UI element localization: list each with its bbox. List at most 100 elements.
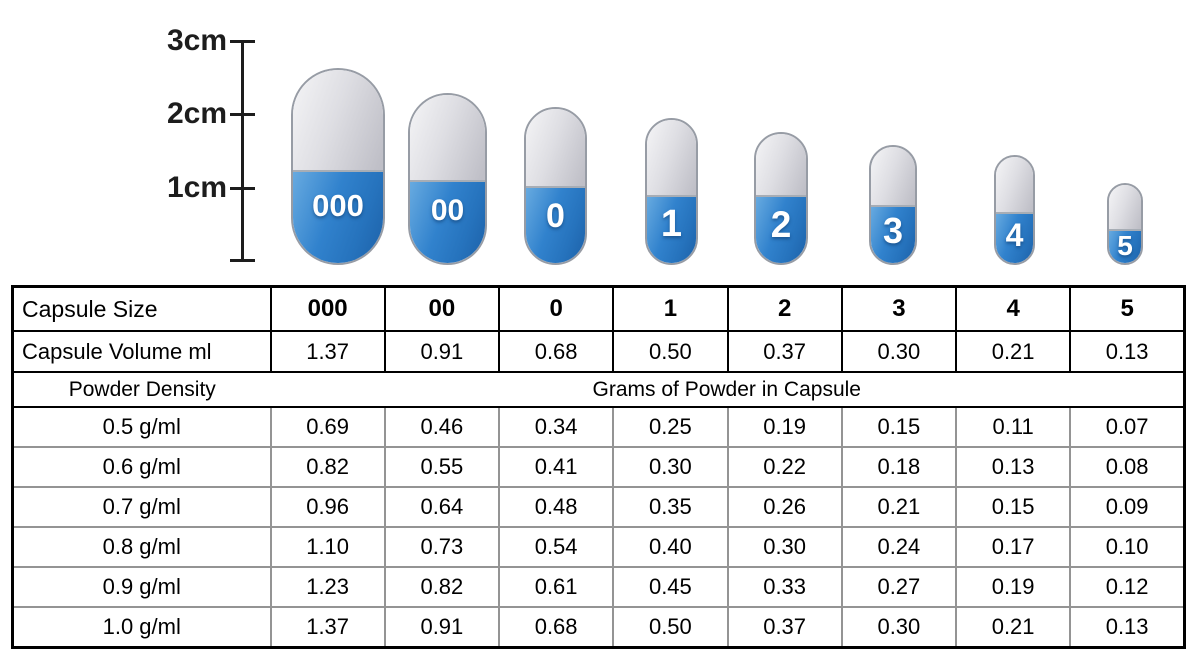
grams-value-cell: 0.15 [954, 486, 1072, 528]
ruler-tick-bottom [230, 259, 255, 262]
density-row-0-9: 0.9 g/ml 1.23 0.82 0.61 0.45 0.33 0.27 0… [11, 566, 1186, 608]
capsule-size-label: 2 [770, 204, 792, 246]
capsule-cap [410, 95, 485, 183]
capsule-cap [756, 134, 806, 198]
capsule-4: 4 [994, 155, 1035, 265]
grams-value-cell: 1.10 [269, 526, 386, 568]
capsule-size-label: 1 [660, 203, 683, 246]
grams-value-cell: 0.30 [612, 446, 729, 488]
grams-value-cell: 0.46 [383, 406, 501, 448]
capsule-size-row: Capsule Size 000 00 0 1 2 3 4 5 [11, 285, 1186, 332]
capsule-size-label: 3 [882, 210, 904, 252]
grams-value-cell: 0.30 [726, 526, 843, 568]
capsule-data-table: Capsule Size 000 00 0 1 2 3 4 5 Capsule … [11, 285, 1186, 649]
capsule-1: 1 [645, 118, 698, 265]
grams-value-cell: 0.48 [497, 486, 615, 528]
density-label-cell: 0.7 g/ml [11, 486, 272, 528]
capsule-body: 2 [756, 197, 806, 263]
capsule-0: 0 [524, 107, 587, 265]
capsule-cap [996, 157, 1033, 215]
powder-density-label: Powder Density [12, 371, 271, 408]
grams-value-cell: 0.64 [383, 486, 501, 528]
grams-value-cell: 0.33 [726, 566, 843, 608]
capsule-volume-value: 0.68 [497, 330, 615, 373]
density-label-cell: 0.6 g/ml [11, 446, 272, 488]
grams-value-cell: 0.69 [269, 406, 386, 448]
capsule-5: 5 [1107, 183, 1143, 265]
grams-value-cell: 0.37 [726, 606, 843, 649]
density-label-cell: 1.0 g/ml [11, 606, 272, 649]
capsule-size-value: 5 [1069, 285, 1186, 332]
capsule-size-value: 1 [612, 285, 729, 332]
capsule-body: 00 [410, 182, 485, 263]
capsule-volume-header-cell: Capsule Volume ml [11, 330, 272, 373]
capsule-2: 2 [754, 132, 808, 265]
capsule-size-value: 00 [383, 285, 501, 332]
capsule-diagram: 3cm 2cm 1cm 000 00 0 1 [0, 0, 1200, 285]
grams-value-cell: 0.30 [840, 606, 958, 649]
capsule-000: 000 [291, 68, 385, 265]
grams-value-cell: 0.19 [726, 406, 843, 448]
capsule-cap [647, 120, 696, 198]
grams-value-cell: 0.18 [840, 446, 958, 488]
capsule-volume-value: 0.50 [612, 330, 729, 373]
capsule-size-value: 3 [840, 285, 958, 332]
capsule-size-value: 0 [497, 285, 615, 332]
capsule-volume-value: 0.37 [726, 330, 843, 373]
capsule-volume-row: Capsule Volume ml 1.37 0.91 0.68 0.50 0.… [11, 330, 1186, 373]
capsule-size-label: 0 [546, 196, 565, 235]
grams-value-cell: 0.61 [497, 566, 615, 608]
density-row-0-7: 0.7 g/ml 0.96 0.64 0.48 0.35 0.26 0.21 0… [11, 486, 1186, 528]
ruler-label-1cm: 1cm [166, 171, 227, 204]
grams-value-cell: 0.12 [1069, 566, 1186, 608]
capsule-00: 00 [408, 93, 487, 265]
grams-value-cell: 0.35 [612, 486, 729, 528]
capsule-size-label: 00 [430, 194, 465, 228]
grams-value-cell: 0.50 [612, 606, 729, 649]
grams-value-cell: 0.21 [840, 486, 958, 528]
ruler-label-2cm: 2cm [166, 97, 227, 130]
grams-value-cell: 0.25 [612, 406, 729, 448]
ruler-line [241, 40, 244, 262]
capsule-size-header-cell: Capsule Size [11, 285, 272, 332]
capsule-size-label: 5 [1117, 230, 1133, 262]
grams-value-cell: 0.68 [497, 606, 615, 649]
grams-value-cell: 0.34 [497, 406, 615, 448]
density-row-0-5: 0.5 g/ml 0.69 0.46 0.34 0.25 0.19 0.15 0… [11, 406, 1186, 448]
capsule-body: 3 [871, 207, 915, 263]
grams-value-cell: 0.13 [1069, 606, 1186, 649]
capsule-volume-value: 0.30 [840, 330, 958, 373]
capsule-cap [871, 147, 915, 208]
density-label-cell: 0.8 g/ml [11, 526, 272, 568]
grams-value-cell: 0.09 [1069, 486, 1186, 528]
capsule-volume-value: 0.21 [954, 330, 1072, 373]
grams-value-cell: 0.96 [269, 486, 386, 528]
grams-value-cell: 0.27 [840, 566, 958, 608]
ruler-tick-2cm [230, 113, 255, 116]
capsule-size-value: 000 [269, 285, 386, 332]
grams-value-cell: 0.11 [954, 406, 1072, 448]
grams-value-cell: 0.82 [269, 446, 386, 488]
grams-value-cell: 0.08 [1069, 446, 1186, 488]
grams-value-cell: 0.17 [954, 526, 1072, 568]
powder-density-header-row: Powder Density Grams of Powder in Capsul… [12, 371, 1185, 408]
ruler-tick-1cm [230, 187, 255, 190]
capsule-3: 3 [869, 145, 917, 265]
grams-value-cell: 0.22 [726, 446, 843, 488]
density-label-cell: 0.5 g/ml [11, 406, 272, 448]
grams-value-cell: 0.13 [954, 446, 1072, 488]
grams-value-cell: 0.91 [383, 606, 501, 649]
capsule-body: 0 [526, 187, 585, 263]
capsule-cap [293, 70, 383, 173]
capsule-size-label: 000 [312, 188, 364, 224]
capsule-volume-value: 0.91 [383, 330, 501, 373]
capsule-cap [526, 109, 585, 188]
capsule-body: 000 [293, 172, 383, 263]
grams-value-cell: 1.37 [269, 606, 386, 649]
grams-value-cell: 0.15 [840, 406, 958, 448]
grams-value-cell: 0.26 [726, 486, 843, 528]
capsule-cap [1109, 185, 1141, 232]
density-label-cell: 0.9 g/ml [11, 566, 272, 608]
grams-of-powder-header: Grams of Powder in Capsule [270, 371, 1185, 408]
